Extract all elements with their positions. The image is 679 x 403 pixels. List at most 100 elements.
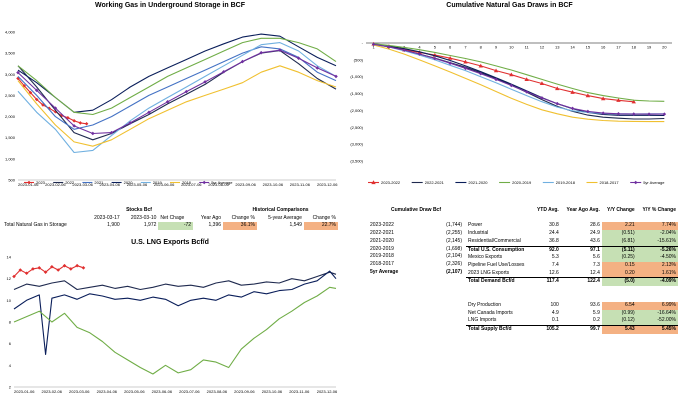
storage-x-tick: 2023-09-06 [235,182,256,187]
supply-label: LNG Imports [468,317,497,324]
supply-ytd: 100 [550,302,559,309]
draws-x-tick: 1 [373,45,376,50]
draws-y-tick: (2,000) [350,108,363,113]
lng-series-2023 [12,263,86,279]
draws-x-tick: 11 [525,45,530,50]
storage-point-5yr-average [221,69,226,74]
draws-legend-label-2022-2021: 2022-2021 [425,180,445,185]
draws-line-2020-2019 [373,43,665,102]
demand-year-ago: 28.6 [590,222,600,229]
demand-pct-change: -5.26% [636,245,678,255]
draws-point-2023-2022 [585,93,591,98]
storage-point-5yr-average [72,124,76,128]
draws-series-2019-2018 [373,43,665,115]
storage-x-tick: 2023-11-06 [290,182,311,187]
storage-legend-marker-5yr-average [202,180,206,185]
supply-row: LNG Imports 0.1 0.2 (0.12) -52.00% [466,317,678,326]
demand-change: (6.81) [601,237,637,246]
storage-point-2023 [41,103,45,107]
storage-y-tick: 3,500 [5,51,16,56]
storage-legend-item-2023: 2023 [24,180,46,185]
demand-pct-change: -4.09% [636,277,678,287]
demand-ytd: 24.4 [549,230,559,237]
storage-point-5yr-average [278,48,282,52]
storage-x-tick: 2023-07-06 [181,182,202,187]
supply-ytd: 4.9 [551,309,559,316]
lng-y-tick: 8 [9,320,12,325]
storage-legend-label-2020: 2020 [124,180,134,185]
storage-x-tick: 2023-10-06 [263,182,284,187]
storage-point-5yr-average [128,121,133,125]
draws-point-5yr-average [540,96,544,100]
draws-point-2023-2022 [539,81,545,86]
storage-point-2023 [34,97,39,102]
lng-x-tick: 2023-11-06 [289,389,310,394]
draws-legend-label-5yr-average: 5yr Average [643,180,665,185]
draws-series-5yr-average [371,42,667,116]
draws-point-5yr-average [586,109,590,114]
demand-pct-change: 1.61% [636,269,678,278]
draws-point-5yr-average [402,48,407,53]
demand-pct-change: -4.50% [636,254,678,262]
storage-point-2023 [78,121,83,125]
demand-ytd: 7.4 [551,261,559,268]
demand-year-ago: 12.4 [590,269,600,276]
lng-y-tick: 2 [9,385,12,390]
draws-y-tick: - [362,41,364,46]
draws-point-5yr-average [448,61,452,66]
lng-line-2017 [13,286,337,375]
storage-point-2023 [28,90,33,95]
draws-legend-marker-2023-2022 [371,180,376,185]
storage-y-tick: 2,000 [5,114,16,119]
supply-row: Dry Production 100 93.6 6.54 6.99% [466,302,678,310]
draws-series-2018-2017 [373,44,665,123]
supply-year-ago: 93.6 [590,302,600,309]
demand-year-ago: 43.6 [590,237,600,244]
supply-row: Total Supply Bcf/d 105.2 99.7 5.43 5.45% [466,325,678,334]
draws-legend-label-2020-2019: 2020-2019 [512,180,532,185]
storage-y-tick: 1,000 [5,156,16,161]
storage-row-label: Total Natural Gas in Storage [4,222,67,229]
draws-chart-title: Cumulative Natural Gas Draws in BCF [446,2,573,9]
storage-line-2018 [17,65,337,147]
draws-point-5yr-average [570,106,575,111]
storage-point-5yr-average [315,66,320,70]
storage-point-5yr-average [53,106,58,110]
demand-change: (0.25) [601,254,637,262]
draws-x-tick: 6 [449,45,452,50]
draws-y-tick: (3,000) [350,142,363,147]
five-year-value: 1,549 [289,222,302,229]
demand-change: (5.0) [601,277,637,287]
draws-x-tick: 7 [464,45,467,50]
storage-line-2023 [17,78,87,125]
lng-x-tick: 2023-01-06 [14,389,35,394]
storage-y-tick: 500 [8,178,15,183]
lng-x-tick: 2023-07-06 [179,389,200,394]
cumulative-draw-table: Cumulative Draw Bcf 2023-2022 (1,744) 2022… [368,207,464,276]
draws-y-tick: (3,500) [350,159,363,164]
demand-ytd: 5.3 [551,254,559,261]
storage-legend-item-2018: 2018 [170,180,192,185]
draws-point-5yr-average [555,101,560,106]
storage-legend-marker-2023 [27,180,31,185]
draws-line-2019-2018 [373,43,665,115]
storage-series-2019 [17,42,337,154]
draws-legend-item-2018-2017: 2018-2017 [586,180,619,185]
demand-ytd: 36.8 [549,237,559,244]
storage-y-tick: 3,000 [5,72,16,77]
draws-legend-label-2019-2018: 2019-2018 [556,180,576,185]
demand-label: Industrial [468,230,489,237]
demand-label: Residential/Commercial [468,237,521,244]
demand-year-ago: 7.3 [592,261,600,268]
storage-x-tick: 2023-03-06 [72,182,93,187]
cumulative-draw-label: 2019-2018 [370,253,394,260]
cumulative-draw-value: (1,698) [446,245,462,252]
lng-x-tick: 2023-06-06 [152,389,173,394]
cumulative-draw-value: (1,744) [446,222,462,229]
cumulative-draw-row: 2023-2022 (1,744) [368,222,464,230]
supply-row: Net Canada Imports 4.9 5.9 (0.99) -16.64% [466,309,678,318]
storage-legend-item-2022: 2022 [53,180,75,185]
lng-series-2017 [13,286,337,375]
demand-ytd: 12.6 [549,269,559,276]
lng-point-2023 [81,266,86,270]
